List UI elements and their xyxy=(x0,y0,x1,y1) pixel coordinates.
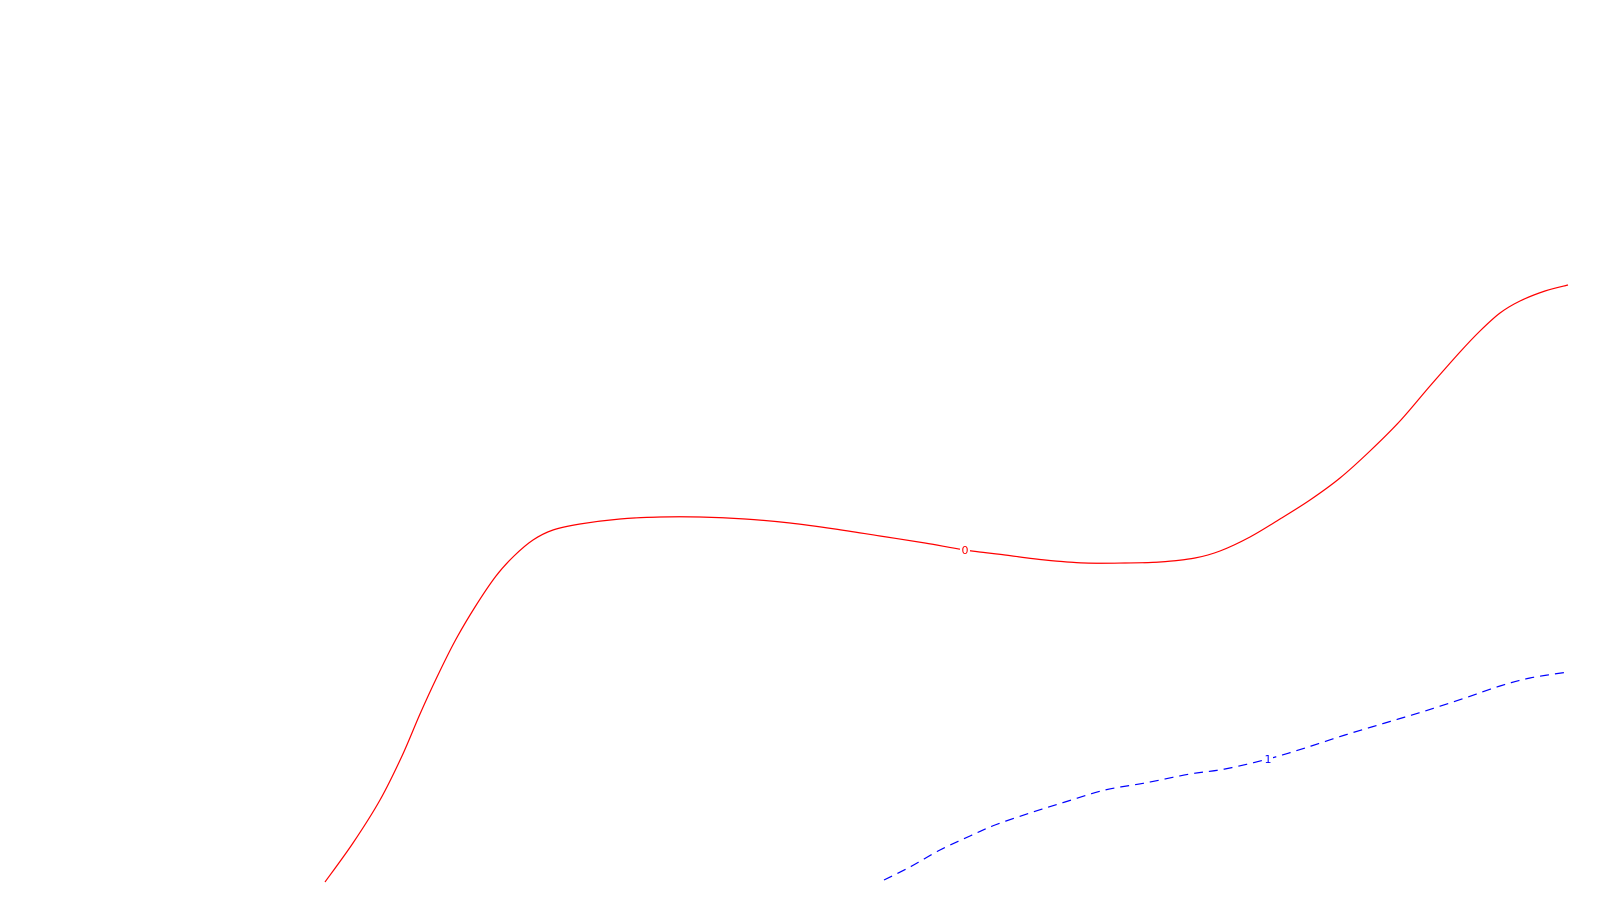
contour-line-0 xyxy=(324,284,1569,883)
contour-label-backdrop-0 xyxy=(960,544,970,556)
contour-label-0: 0 xyxy=(962,544,969,557)
contour-label-backdrop-1 xyxy=(1263,753,1273,765)
label-layer: 01 xyxy=(960,544,1273,766)
contour-line-1 xyxy=(883,671,1569,881)
series-layer xyxy=(324,284,1569,883)
contour-label-1: 1 xyxy=(1265,753,1272,766)
